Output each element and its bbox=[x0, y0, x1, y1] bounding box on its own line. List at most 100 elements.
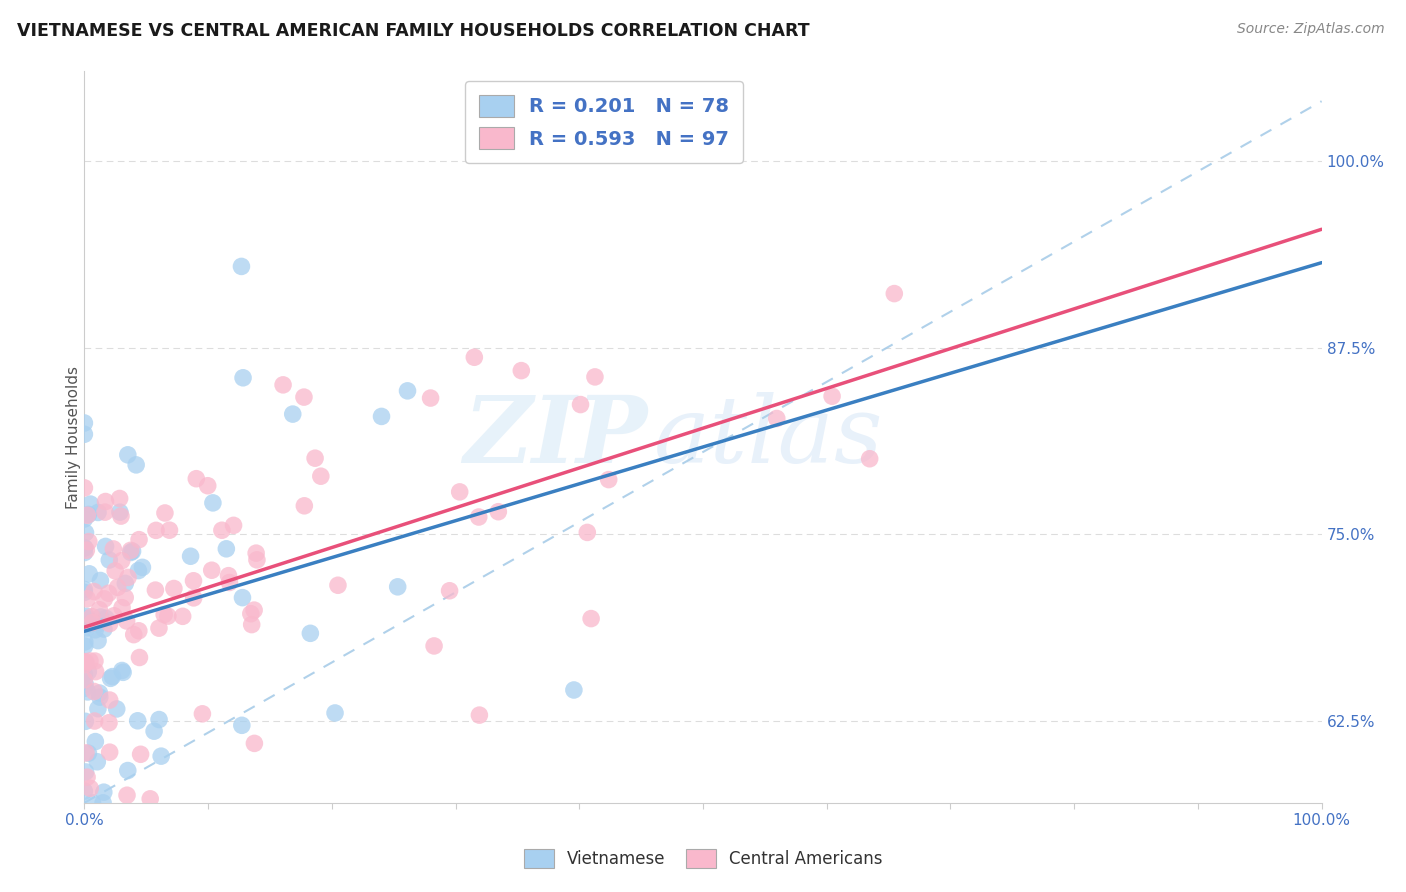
Point bbox=[94, 611, 117, 625]
Point bbox=[87, 505, 110, 519]
Point bbox=[222, 518, 245, 533]
Point bbox=[75, 609, 97, 624]
Point bbox=[73, 512, 96, 526]
Point bbox=[439, 583, 461, 598]
Point bbox=[97, 586, 120, 600]
Point bbox=[103, 541, 125, 556]
Point bbox=[100, 671, 122, 685]
Point bbox=[98, 745, 121, 759]
Point bbox=[98, 693, 121, 707]
Point bbox=[163, 582, 186, 596]
Point bbox=[73, 657, 96, 672]
Point bbox=[191, 706, 214, 721]
Point bbox=[93, 622, 115, 636]
Point bbox=[101, 670, 124, 684]
Point bbox=[579, 611, 602, 625]
Point bbox=[245, 546, 267, 560]
Point bbox=[76, 611, 98, 625]
Point bbox=[77, 508, 100, 522]
Point bbox=[77, 665, 100, 679]
Point bbox=[859, 451, 882, 466]
Point bbox=[84, 665, 107, 679]
Point bbox=[271, 377, 294, 392]
Point bbox=[82, 615, 104, 630]
Point bbox=[309, 469, 332, 483]
Point bbox=[139, 792, 162, 806]
Point bbox=[108, 491, 131, 506]
Point bbox=[243, 603, 266, 617]
Point bbox=[423, 639, 446, 653]
Point bbox=[73, 416, 96, 430]
Point bbox=[180, 549, 202, 564]
Point bbox=[89, 574, 111, 588]
Point bbox=[73, 635, 96, 649]
Point bbox=[75, 525, 97, 540]
Point bbox=[73, 582, 96, 597]
Point bbox=[93, 785, 115, 799]
Text: Source: ZipAtlas.com: Source: ZipAtlas.com bbox=[1237, 22, 1385, 37]
Point bbox=[80, 609, 103, 624]
Point bbox=[231, 591, 253, 605]
Point bbox=[94, 494, 117, 508]
Point bbox=[112, 665, 135, 680]
Point bbox=[197, 479, 219, 493]
Point bbox=[108, 505, 131, 519]
Point bbox=[76, 508, 98, 523]
Point bbox=[73, 784, 96, 798]
Point bbox=[111, 664, 134, 678]
Point bbox=[75, 764, 97, 779]
Point bbox=[231, 718, 253, 732]
Point bbox=[73, 541, 96, 555]
Point bbox=[117, 764, 139, 778]
Point bbox=[148, 621, 170, 635]
Point bbox=[73, 655, 96, 669]
Point bbox=[76, 591, 98, 606]
Point bbox=[127, 564, 149, 578]
Point bbox=[125, 458, 148, 472]
Point bbox=[292, 499, 315, 513]
Point bbox=[94, 540, 117, 554]
Point bbox=[143, 724, 166, 739]
Point bbox=[218, 575, 240, 590]
Point bbox=[111, 600, 134, 615]
Point bbox=[821, 389, 844, 403]
Point bbox=[145, 524, 167, 538]
Text: VIETNAMESE VS CENTRAL AMERICAN FAMILY HOUSEHOLDS CORRELATION CHART: VIETNAMESE VS CENTRAL AMERICAN FAMILY HO… bbox=[17, 22, 810, 40]
Point bbox=[387, 580, 409, 594]
Point bbox=[103, 608, 125, 623]
Point bbox=[73, 585, 96, 599]
Point bbox=[323, 706, 346, 720]
Point bbox=[76, 685, 98, 699]
Point bbox=[87, 702, 110, 716]
Text: atlas: atlas bbox=[654, 392, 883, 482]
Point bbox=[883, 286, 905, 301]
Point bbox=[510, 363, 533, 377]
Point bbox=[370, 409, 392, 424]
Point bbox=[114, 591, 136, 605]
Point bbox=[246, 553, 269, 567]
Point bbox=[131, 560, 153, 574]
Point bbox=[104, 564, 127, 578]
Point bbox=[120, 545, 142, 559]
Point bbox=[153, 607, 176, 622]
Point bbox=[122, 627, 145, 641]
Point bbox=[83, 584, 105, 599]
Point bbox=[86, 755, 108, 769]
Point bbox=[239, 607, 262, 621]
Point bbox=[75, 746, 97, 760]
Point bbox=[201, 496, 224, 510]
Point bbox=[73, 667, 96, 681]
Point bbox=[486, 505, 509, 519]
Point bbox=[150, 749, 173, 764]
Point bbox=[82, 796, 104, 810]
Point bbox=[87, 633, 110, 648]
Point bbox=[89, 690, 111, 705]
Point bbox=[396, 384, 419, 398]
Legend: R = 0.201   N = 78, R = 0.593   N = 97: R = 0.201 N = 78, R = 0.593 N = 97 bbox=[465, 81, 742, 163]
Point bbox=[111, 554, 134, 568]
Point bbox=[77, 746, 100, 760]
Point bbox=[83, 684, 105, 698]
Point bbox=[73, 427, 96, 442]
Point bbox=[172, 609, 194, 624]
Point bbox=[128, 624, 150, 638]
